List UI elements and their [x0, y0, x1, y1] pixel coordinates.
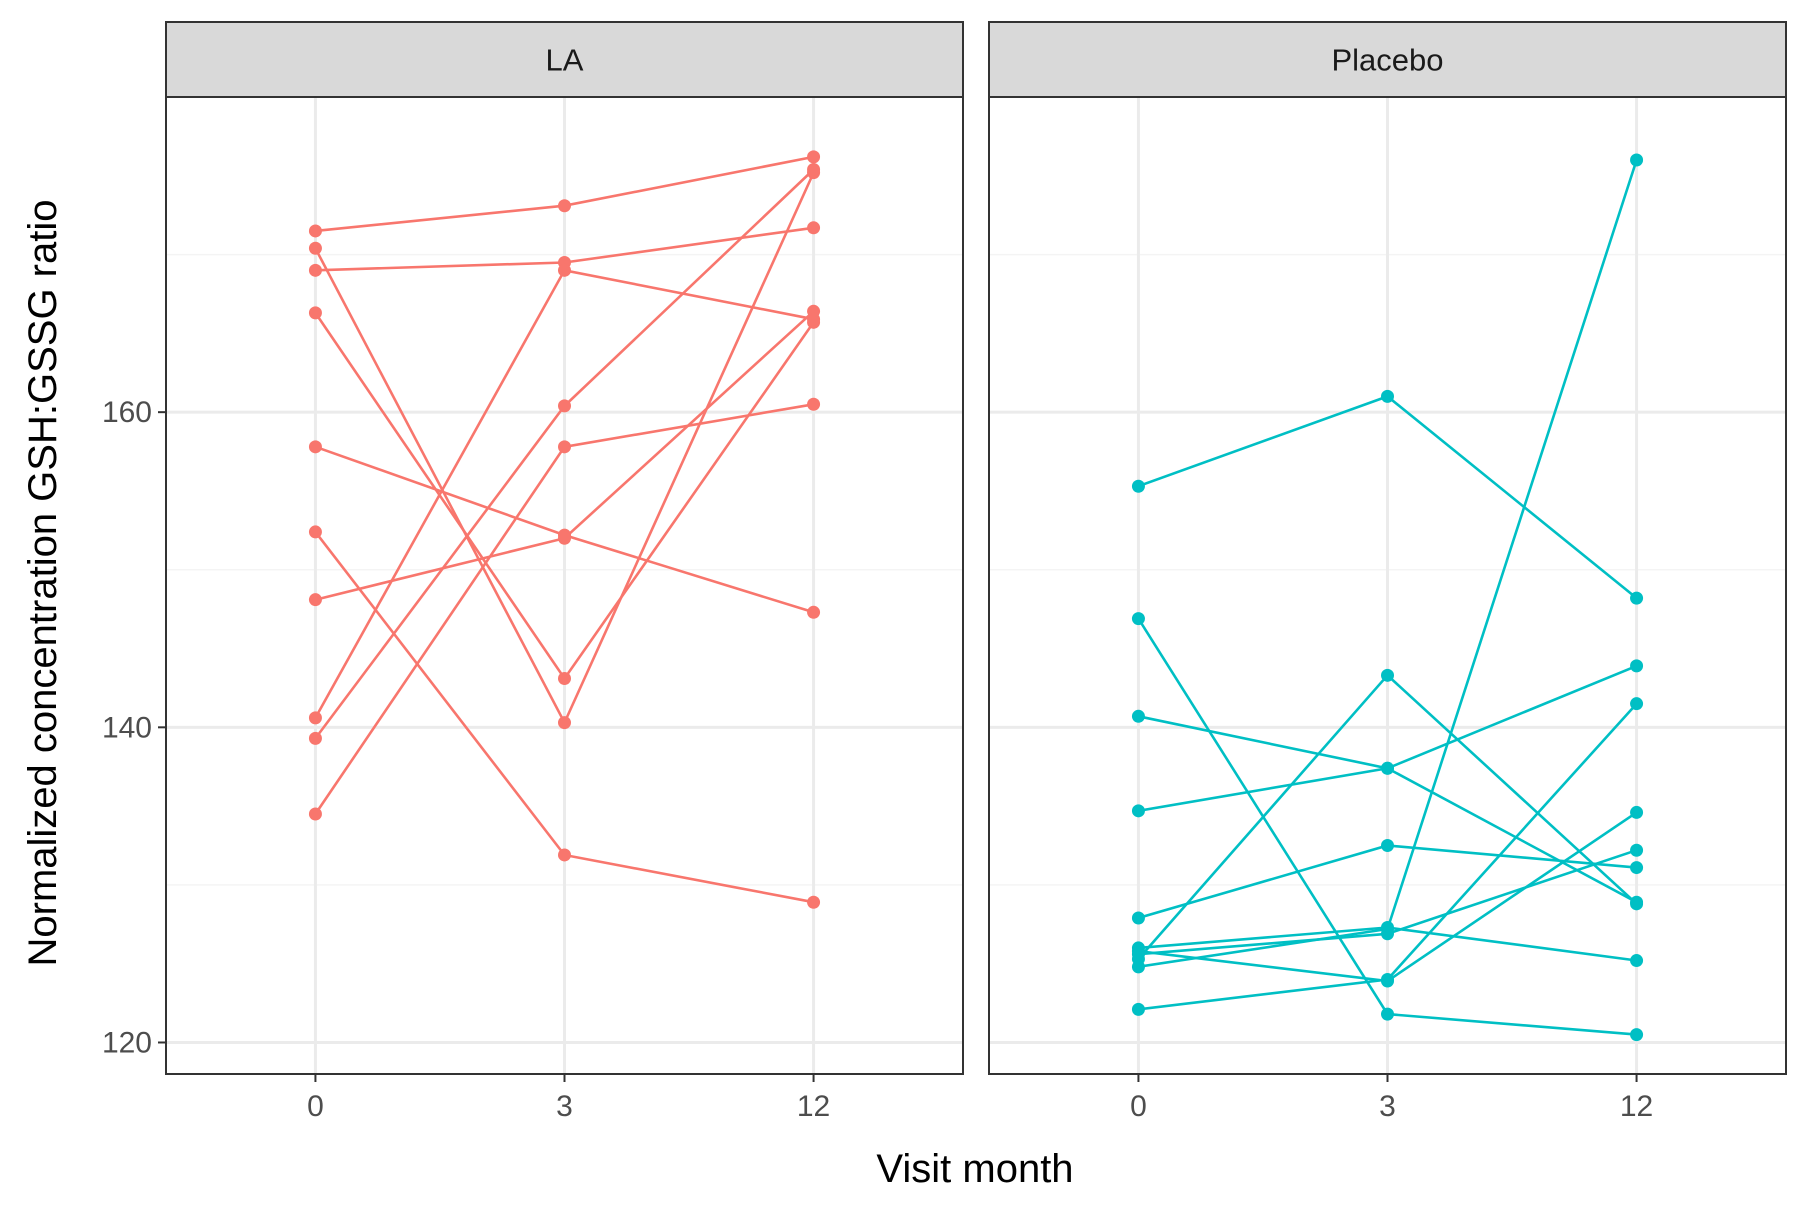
data-point [1131, 1002, 1145, 1016]
data-point [558, 440, 571, 454]
data-point [807, 605, 821, 619]
data-point [1381, 761, 1394, 775]
data-point [558, 671, 571, 685]
data-point [1131, 479, 1145, 493]
data-point [308, 731, 322, 745]
data-point [807, 150, 821, 164]
data-point [1131, 960, 1145, 974]
x-tick-label: 12 [797, 1090, 830, 1123]
data-point [558, 716, 571, 730]
data-point [1381, 1007, 1394, 1021]
data-point [1630, 954, 1644, 968]
data-point [1630, 1028, 1644, 1042]
data-point [1381, 974, 1394, 988]
data-point [1131, 709, 1145, 723]
data-point [308, 306, 322, 320]
data-point [1131, 804, 1145, 818]
data-point [558, 848, 571, 862]
panel-la: LA 0 3 12 120 140 160 [102, 21, 964, 1123]
data-point [1630, 897, 1644, 911]
data-point [1630, 805, 1644, 819]
x-tick-label: 3 [1379, 1090, 1396, 1123]
y-tick-label: 140 [102, 711, 152, 744]
data-point [807, 162, 821, 176]
strip-label: Placebo [1331, 43, 1443, 78]
data-point [1381, 389, 1394, 403]
data-point [308, 263, 322, 277]
data-point [807, 895, 821, 909]
data-point [807, 397, 821, 411]
data-point [1131, 612, 1145, 626]
data-point [1381, 668, 1394, 682]
data-point [807, 221, 821, 235]
strip-background [988, 21, 1787, 98]
data-point [558, 399, 571, 413]
data-point [308, 593, 322, 607]
panel-placebo: Placebo 0 3 12 [988, 21, 1787, 1123]
data-point [1131, 944, 1145, 958]
data-point [1381, 922, 1394, 936]
data-point [558, 263, 571, 277]
y-tick-label: 120 [102, 1026, 152, 1059]
data-point [308, 241, 322, 255]
x-tick-label: 3 [556, 1090, 573, 1123]
data-point [1630, 697, 1644, 711]
data-point [558, 531, 571, 545]
data-point [308, 525, 322, 539]
data-point [1630, 861, 1644, 875]
data-point [1630, 843, 1644, 857]
data-point [308, 224, 322, 238]
data-point [807, 312, 821, 326]
data-point [1630, 591, 1644, 605]
data-point [308, 807, 322, 821]
y-tick-label: 160 [102, 396, 152, 429]
x-tick-label: 0 [1130, 1090, 1147, 1123]
data-point [1630, 153, 1644, 167]
data-point [1381, 839, 1394, 853]
data-point [308, 711, 322, 725]
x-tick-label: 12 [1620, 1090, 1653, 1123]
strip-background [165, 21, 964, 98]
strip-label: LA [546, 43, 584, 78]
data-point [1131, 911, 1145, 925]
data-point [1630, 659, 1644, 673]
y-axis-title: Normalized concentration GSH:GSSG ratio [21, 200, 65, 967]
x-tick-label: 0 [307, 1090, 324, 1123]
data-point [308, 440, 322, 454]
x-axis-title: Visit month [876, 1147, 1073, 1191]
data-point [558, 199, 571, 213]
